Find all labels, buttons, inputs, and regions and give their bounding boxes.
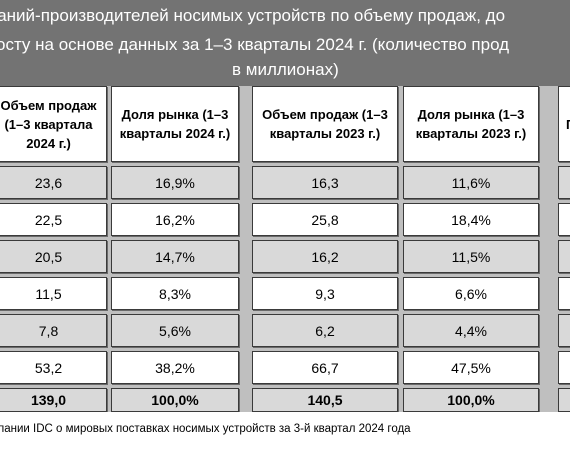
cell-share-2024: 16,9% [111, 166, 239, 199]
header-text: Объем продаж (1–3 [262, 107, 388, 122]
cell-sales-2024: 22,5 [0, 203, 107, 236]
cell-share-2024: 16,2% [111, 203, 239, 236]
cell-share-2023: 6,6% [403, 277, 539, 310]
cell-sales-2024: 11,5 [0, 277, 107, 310]
cell-cut [558, 203, 570, 236]
title-line-2: осту на основе данных за 1–3 кварталы 20… [0, 35, 510, 54]
cell-cut [558, 277, 570, 310]
table-title: паний-производителей носимых устройств п… [0, 0, 570, 86]
total-sales-2023: 140,5 [252, 388, 398, 412]
cell-sales-2024: 23,6 [0, 166, 107, 199]
cell-share-2023: 11,6% [403, 166, 539, 199]
header-sales-2023: Объем продаж (1–3 кварталы 2023 г.) [252, 86, 398, 162]
header-text: кварталы 2023 г.) [269, 126, 381, 141]
title-line-3: в миллионах) [232, 60, 339, 79]
cell-share-2023: 18,4% [403, 203, 539, 236]
source-text: пании IDC о мировых поставках носимых ус… [0, 423, 411, 435]
cell-sales-2024: 7,8 [0, 314, 107, 347]
total-sales-2024: 139,0 [0, 388, 107, 412]
header-text: Доля рынка (1–3 [417, 107, 525, 122]
cell-cut [558, 166, 570, 199]
header-share-2024: Доля рынка (1–3 кварталы 2024 г.) [111, 86, 239, 162]
cell-sales-2023: 16,2 [252, 240, 398, 273]
cell-sales-2024: 53,2 [0, 351, 107, 384]
header-share-2023: Доля рынка (1–3 кварталы 2023 г.) [403, 86, 539, 162]
header-text: 2024 г.) [26, 135, 71, 151]
cell-share-2023: 11,5% [403, 240, 539, 273]
total-share-2024: 100,0% [111, 388, 239, 412]
header-text: Г [566, 116, 570, 132]
cell-sales-2023: 16,3 [252, 166, 398, 199]
cell-sales-2024: 20,5 [0, 240, 107, 273]
cell-share-2024: 8,3% [111, 277, 239, 310]
cell-share-2024: 14,7% [111, 240, 239, 273]
cell-share-2024: 38,2% [111, 351, 239, 384]
header-cut-column: Г [558, 86, 570, 162]
header-text: кварталы 2024 г.) [119, 126, 231, 141]
cell-cut [558, 351, 570, 384]
cell-sales-2023: 25,8 [252, 203, 398, 236]
cell-share-2023: 47,5% [403, 351, 539, 384]
cell-sales-2023: 6,2 [252, 314, 398, 347]
cell-sales-2023: 66,7 [252, 351, 398, 384]
cell-cut [558, 314, 570, 347]
cell-share-2024: 5,6% [111, 314, 239, 347]
cell-cut [558, 240, 570, 273]
cell-cut [558, 388, 570, 412]
header-text: Объем продаж [0, 97, 97, 113]
cell-sales-2023: 9,3 [252, 277, 398, 310]
header-sales-2024: Объем продаж (1–3 квартала 2024 г.) [0, 86, 107, 162]
cell-share-2023: 4,4% [403, 314, 539, 347]
source-note: пании IDC о мировых поставках носимых ус… [0, 412, 570, 450]
data-table: Объем продаж (1–3 квартала 2024 г.) Доля… [0, 86, 570, 412]
header-text: Доля рынка (1–3 [121, 107, 229, 122]
header-text: кварталы 2023 г.) [415, 126, 527, 141]
header-text: (1–3 квартала [4, 116, 93, 132]
total-share-2023: 100,0% [403, 388, 539, 412]
title-line-1: паний-производителей носимых устройств п… [0, 6, 506, 25]
